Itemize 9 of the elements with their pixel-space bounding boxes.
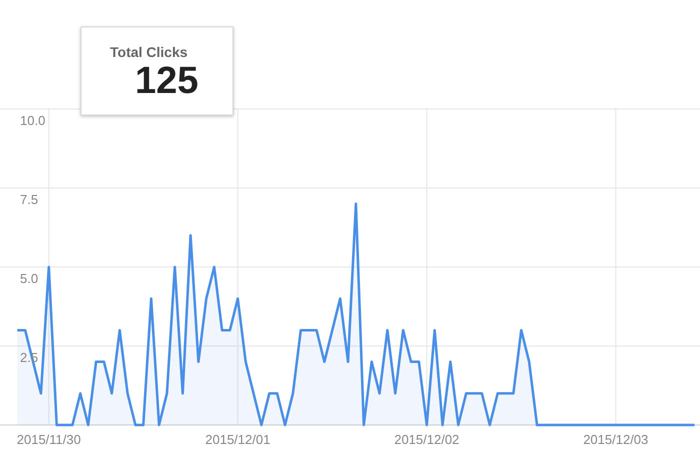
y-tick-label: 7.5	[20, 192, 38, 207]
y-tick-label: 5.0	[20, 271, 38, 286]
x-tick-label: 2015/12/02	[394, 432, 460, 447]
x-tick-label: 2015/11/30	[16, 432, 81, 447]
y-tick-label: 10.0	[20, 113, 46, 128]
chart-title: Total Clicks	[110, 44, 188, 60]
text: 125	[135, 60, 198, 102]
x-tick-label: 2015/12/03	[583, 432, 648, 447]
x-tick-label: 2015/12/01	[205, 432, 270, 447]
